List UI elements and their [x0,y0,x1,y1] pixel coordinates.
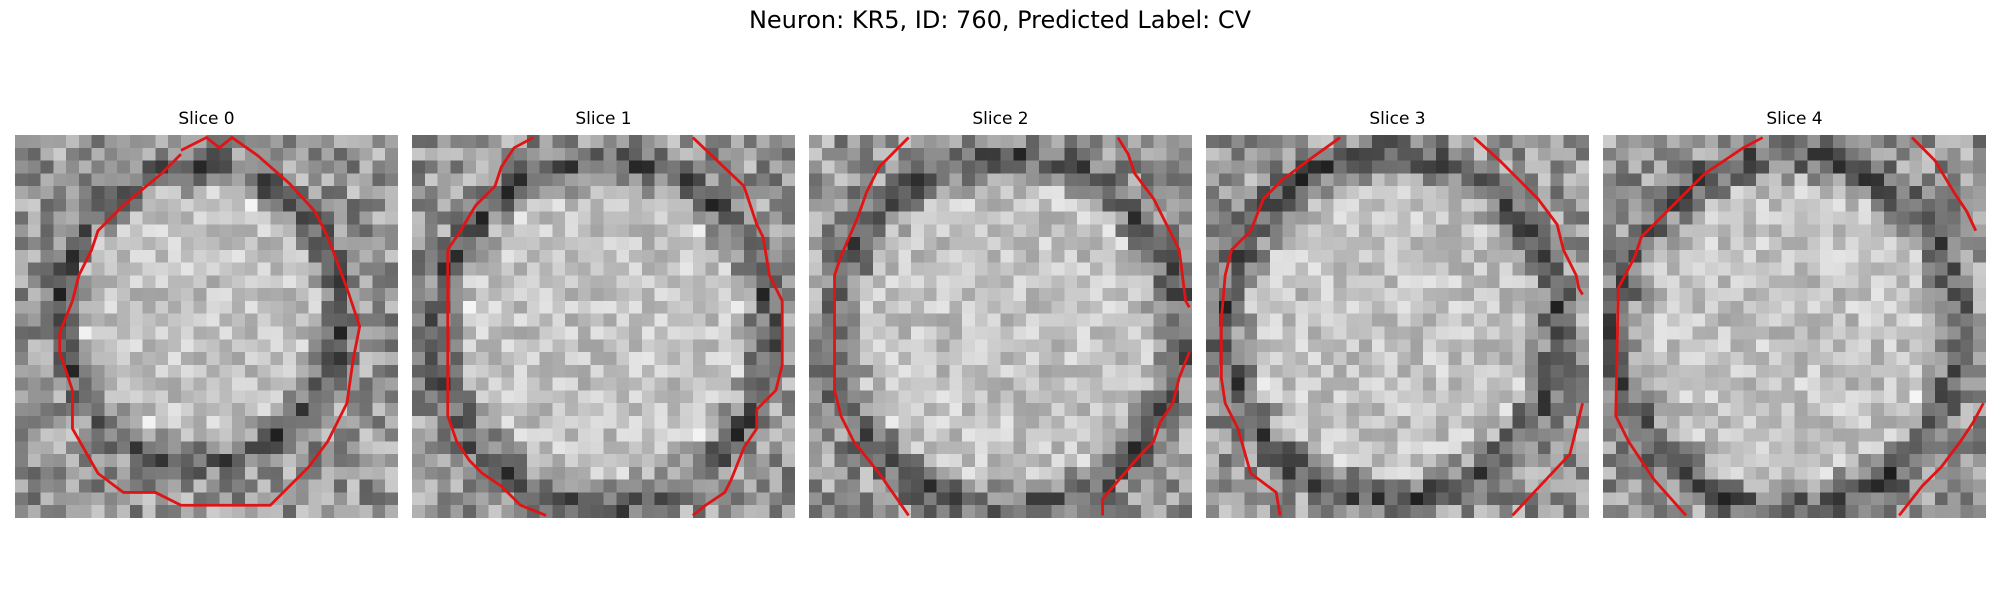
slice-title-0: Slice 0 [178,109,235,129]
contour-line [58,135,362,507]
contour-line [1898,402,1985,517]
slice-panel-0: Slice 0 [15,107,398,518]
slice-image-1 [412,135,795,518]
slice-panel-4: Slice 4 [1603,107,1986,518]
slice-image-3 [1206,135,1589,518]
slice-panel-3: Slice 3 [1206,107,1589,518]
contour-line [1910,136,1978,232]
contour-line [1101,351,1191,516]
slice-title-1: Slice 1 [575,109,632,129]
contour-line [833,136,910,517]
contour-line [1219,136,1341,516]
slice-image-0 [15,135,398,518]
contour-line [1473,136,1584,296]
slice-panel-1: Slice 1 [412,107,795,518]
slice-pixels [412,135,795,518]
slice-title-3: Slice 3 [1369,109,1426,129]
slice-image-2 [809,135,1192,518]
figure-title: Neuron: KR5, ID: 760, Predicted Label: C… [748,6,1252,34]
slice-pixels [15,135,398,518]
slice-pixels [1206,135,1589,518]
slice-panel-2: Slice 2 [809,107,1192,518]
slice-pixels [809,135,1192,518]
slice-pixels [1603,135,1986,518]
contour-line [1511,402,1584,517]
contour-line [691,136,784,517]
slice-title-4: Slice 4 [1766,109,1823,129]
contour-line [446,136,547,517]
contour-line [1116,136,1191,309]
slice-image-4 [1603,135,1986,518]
slice-title-2: Slice 2 [972,109,1029,129]
contour-line [1614,136,1764,517]
